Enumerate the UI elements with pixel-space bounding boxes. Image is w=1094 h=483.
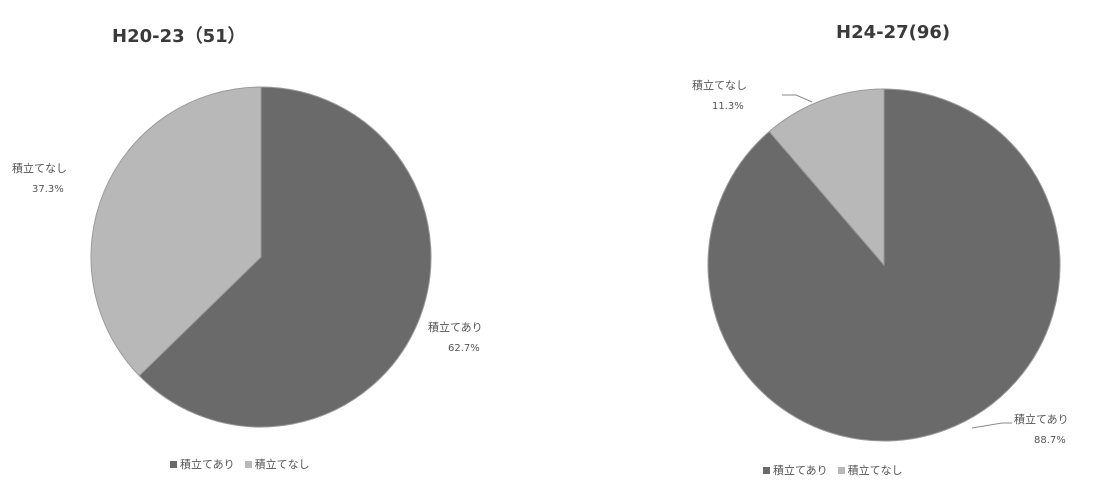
chart-2-leader-yes [971,422,1012,429]
chart-2-legend-swatch-yes [763,466,770,474]
chart-2-slice-no [768,88,885,267]
chart-1-legend-swatch-yes [170,460,177,468]
chart-2-legend-label-no: 積立てなし [847,464,903,477]
chart-1-legend-swatch-no [244,460,252,468]
chart-1-label-name-no: 積立てなし [12,161,67,175]
chart-1-slice-yes [138,86,432,428]
chart-2-legend: 積立てあり 積立てなし [763,462,903,478]
chart-1-legend-item-no: 積立てなし [244,456,310,472]
chart-2-label-name-no: 積立てなし [692,78,747,92]
chart-2-legend-item-yes: 積立てあり [763,462,828,478]
chart-2-label-value-yes: 88.7% [1034,435,1066,446]
chart-2-leader-no [782,94,813,103]
chart-2-legend-item-no: 積立てなし [837,462,903,478]
chart-1-legend-label-yes: 積立てあり [180,458,235,471]
chart-2-title: H24-27(96) [836,22,951,43]
chart-2-legend-label-yes: 積立てあり [773,464,828,477]
chart-1-label-value-yes: 62.7% [448,343,480,354]
chart-1-label-value-no: 37.3% [32,184,64,195]
chart-2-legend-swatch-no [837,466,845,474]
chart-1-label-name-yes: 積立てあり [428,320,483,334]
chart-1-legend-item-yes: 積立てあり [170,456,235,472]
chart-1-pie: 積立てあり 62.7% 積立てなし 37.3% [12,86,483,428]
chart-2-label-name-yes: 積立てあり [1014,412,1069,426]
chart-1-legend-label-no: 積立てなし [254,458,310,471]
chart-1-slice-no [90,86,262,377]
chart-1-legend: 積立てあり 積立てなし [170,456,310,472]
chart-2-pie: 積立てあり 88.7% 積立てなし 11.3% [692,78,1069,446]
chart-1-title: H20-23（51） [112,26,246,47]
chart-2-label-value-no: 11.3% [712,101,744,112]
